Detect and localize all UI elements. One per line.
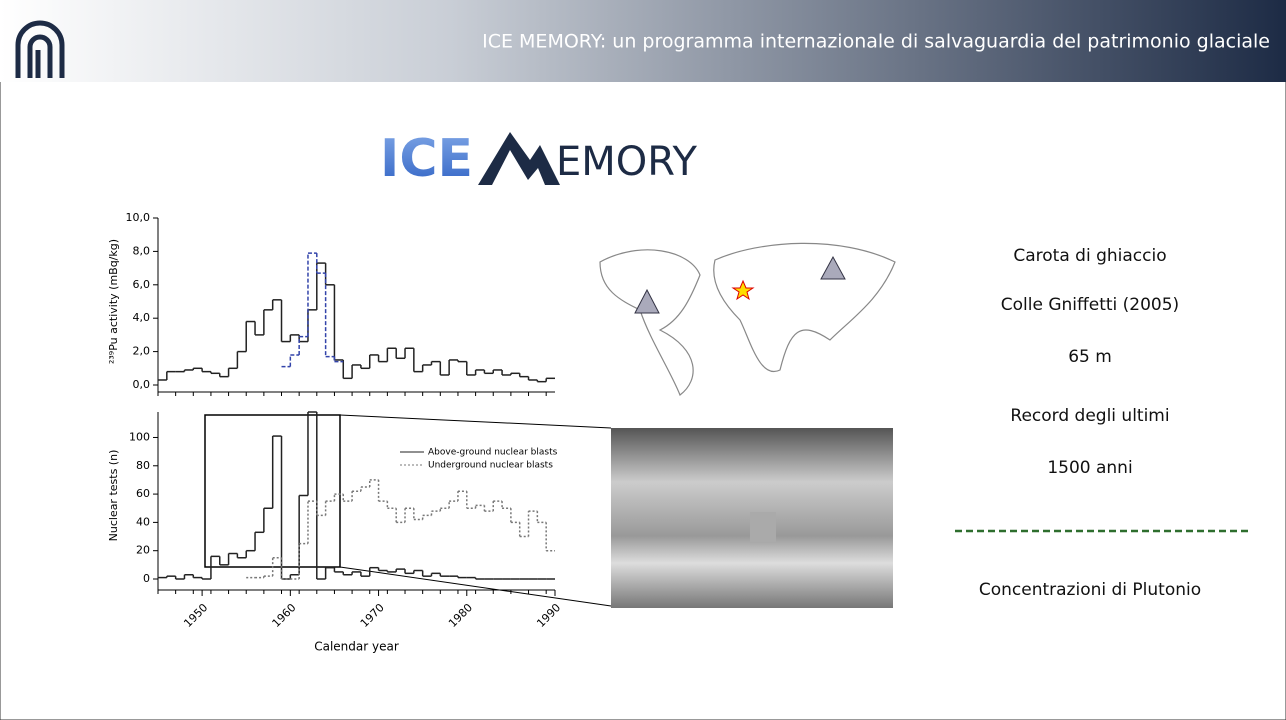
y-axis-label: ²³⁹Pu activity (mBq/kg) xyxy=(107,239,120,364)
cnr-logo xyxy=(15,20,65,78)
side-text: Colle Gniffetti (2005) xyxy=(1001,295,1179,315)
header-bar xyxy=(0,0,1286,82)
side-text: Concentrazioni di Plutonio xyxy=(979,580,1201,600)
y-tick-label: 0 xyxy=(143,572,150,585)
header-title: ICE MEMORY: un programma internazionale … xyxy=(482,31,1270,53)
side-text: 1500 anni xyxy=(1047,458,1132,478)
site-triangle xyxy=(634,288,660,314)
site-star xyxy=(731,279,755,301)
zoom-line xyxy=(339,566,612,607)
world-map xyxy=(599,242,896,396)
x-axis-label: Calendar year xyxy=(314,640,399,654)
logo-ice: ICE xyxy=(380,129,473,189)
y-tick-label: 80 xyxy=(136,459,150,472)
y-tick-label: 6,0 xyxy=(133,278,151,291)
y-tick-label: 8,0 xyxy=(133,244,151,257)
legend-label: Above-ground nuclear blasts xyxy=(428,448,558,458)
logo-emory: EMORY xyxy=(556,139,698,185)
y-tick-label: 4,0 xyxy=(133,311,151,324)
y-tick-label: 10,0 xyxy=(126,211,151,224)
y-tick-label: 60 xyxy=(136,487,150,500)
y-tick-label: 0,0 xyxy=(133,378,151,391)
zoom-line xyxy=(339,414,612,429)
logo-mountain xyxy=(478,132,560,185)
side-text: 65 m xyxy=(1068,347,1112,367)
y-tick-label: 2,0 xyxy=(133,345,151,358)
y-tick-label: 40 xyxy=(136,515,150,528)
side-text: Carota di ghiaccio xyxy=(1013,246,1166,266)
y-tick-label: 100 xyxy=(129,430,150,443)
step-riser xyxy=(166,263,547,382)
y-axis-label: Nuclear tests (n) xyxy=(107,450,120,542)
step-riser xyxy=(263,479,547,579)
site-triangle xyxy=(820,255,846,280)
mushroom-stem xyxy=(750,512,776,542)
y-tick-label: 20 xyxy=(136,544,150,557)
legend-label: Underground nuclear blasts xyxy=(428,461,553,471)
side-text: Record degli ultimi xyxy=(1010,406,1169,426)
step-riser xyxy=(289,253,336,367)
